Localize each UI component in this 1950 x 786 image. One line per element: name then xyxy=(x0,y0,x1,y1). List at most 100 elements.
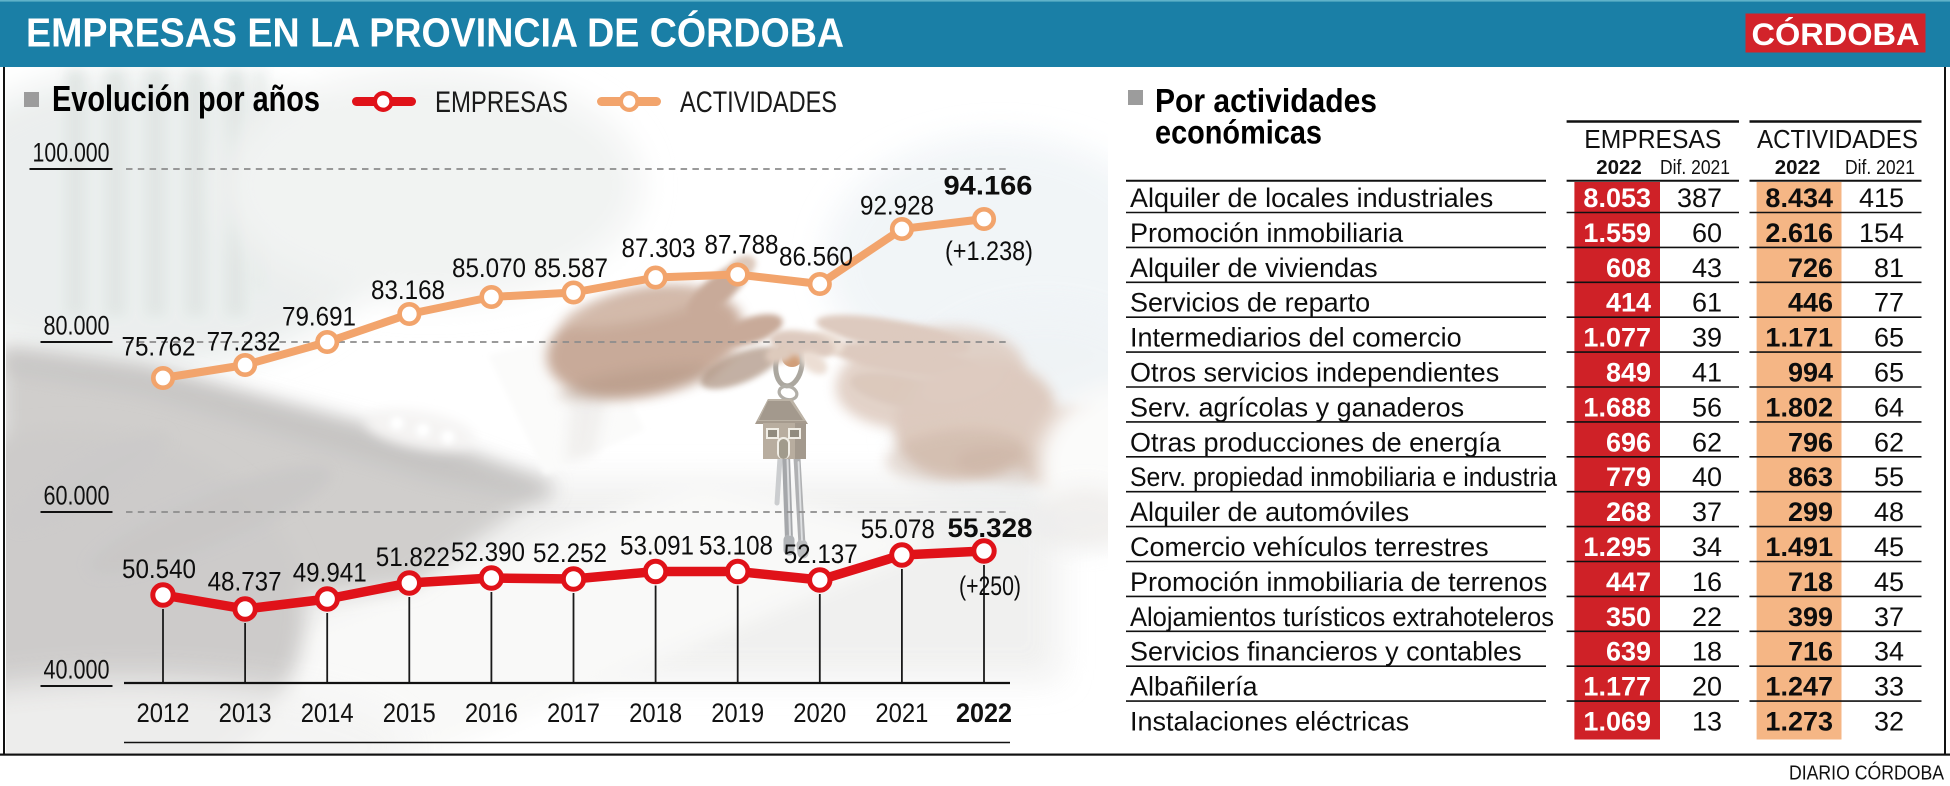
svg-text:EMPRESAS: EMPRESAS xyxy=(435,86,568,119)
svg-text:55.078: 55.078 xyxy=(861,514,935,544)
svg-text:2021: 2021 xyxy=(875,698,928,728)
svg-text:ACTIVIDADES: ACTIVIDADES xyxy=(680,86,837,119)
svg-text:83.168: 83.168 xyxy=(371,275,445,305)
svg-text:34: 34 xyxy=(1874,637,1904,667)
svg-text:18: 18 xyxy=(1692,637,1722,667)
svg-text:43: 43 xyxy=(1692,253,1722,283)
svg-text:64: 64 xyxy=(1874,392,1904,422)
svg-text:22: 22 xyxy=(1692,602,1722,632)
svg-text:56: 56 xyxy=(1692,392,1722,422)
svg-text:85.587: 85.587 xyxy=(534,253,608,283)
svg-text:37: 37 xyxy=(1692,497,1722,527)
svg-text:Alojamientos turísticos extrah: Alojamientos turísticos extrahoteleros xyxy=(1130,602,1554,632)
svg-text:716: 716 xyxy=(1788,637,1833,667)
svg-text:49.941: 49.941 xyxy=(293,557,367,587)
svg-text:34: 34 xyxy=(1692,532,1722,562)
svg-text:39: 39 xyxy=(1692,323,1722,353)
svg-text:Serv. propiedad inmobiliaria e: Serv. propiedad inmobiliaria e industria xyxy=(1130,462,1558,492)
svg-text:52.252: 52.252 xyxy=(533,538,607,568)
svg-text:Intermediarios del comercio: Intermediarios del comercio xyxy=(1130,323,1462,353)
svg-text:53.091: 53.091 xyxy=(620,531,694,561)
svg-text:55: 55 xyxy=(1874,462,1904,492)
svg-text:2022: 2022 xyxy=(1596,156,1642,179)
svg-text:1.802: 1.802 xyxy=(1765,392,1833,422)
svg-text:2014: 2014 xyxy=(301,698,354,728)
svg-text:796: 796 xyxy=(1788,427,1833,457)
svg-text:100.000: 100.000 xyxy=(33,138,110,168)
svg-text:77.232: 77.232 xyxy=(207,326,281,356)
svg-text:Por actividades: Por actividades xyxy=(1155,82,1377,119)
svg-text:154: 154 xyxy=(1859,218,1904,248)
svg-text:446: 446 xyxy=(1788,288,1833,318)
svg-text:40.000: 40.000 xyxy=(44,655,110,685)
svg-text:50.540: 50.540 xyxy=(122,554,196,584)
svg-text:414: 414 xyxy=(1606,288,1651,318)
svg-text:92.928: 92.928 xyxy=(860,191,934,221)
svg-text:55.328: 55.328 xyxy=(948,513,1033,543)
svg-text:65: 65 xyxy=(1874,323,1904,353)
svg-text:1.688: 1.688 xyxy=(1583,392,1651,422)
svg-text:(+250): (+250) xyxy=(959,571,1021,601)
svg-text:económicas: económicas xyxy=(1155,114,1322,151)
svg-text:2012: 2012 xyxy=(137,698,190,728)
svg-text:Promoción inmobiliaria: Promoción inmobiliaria xyxy=(1130,218,1404,248)
svg-text:Otras producciones de energía: Otras producciones de energía xyxy=(1130,427,1502,457)
svg-text:447: 447 xyxy=(1606,567,1651,597)
svg-text:Alquiler de viviendas: Alquiler de viviendas xyxy=(1130,253,1378,283)
svg-text:51.822: 51.822 xyxy=(376,542,450,572)
svg-text:Servicios de reparto: Servicios de reparto xyxy=(1130,288,1370,318)
svg-text:1.077: 1.077 xyxy=(1583,323,1651,353)
svg-text:299: 299 xyxy=(1788,497,1833,527)
svg-text:62: 62 xyxy=(1874,427,1904,457)
svg-text:65: 65 xyxy=(1874,358,1904,388)
svg-text:Serv. agrícolas y ganaderos: Serv. agrícolas y ganaderos xyxy=(1130,392,1464,422)
svg-text:52.137: 52.137 xyxy=(784,539,858,569)
svg-text:2020: 2020 xyxy=(793,698,846,728)
svg-text:1.247: 1.247 xyxy=(1765,672,1833,702)
svg-text:1.491: 1.491 xyxy=(1765,532,1833,562)
svg-text:48.737: 48.737 xyxy=(208,567,282,597)
svg-text:779: 779 xyxy=(1606,462,1651,492)
svg-text:94.166: 94.166 xyxy=(944,171,1033,201)
svg-text:(+1.238): (+1.238) xyxy=(945,236,1033,266)
svg-text:994: 994 xyxy=(1788,358,1833,388)
svg-text:1.069: 1.069 xyxy=(1583,707,1651,737)
svg-text:1.295: 1.295 xyxy=(1583,532,1651,562)
svg-text:Dif. 2021: Dif. 2021 xyxy=(1845,156,1915,179)
svg-text:Alquiler de automóviles: Alquiler de automóviles xyxy=(1130,497,1409,527)
svg-text:2.616: 2.616 xyxy=(1765,218,1833,248)
svg-text:268: 268 xyxy=(1606,497,1651,527)
svg-text:EMPRESAS: EMPRESAS xyxy=(1584,124,1721,154)
svg-text:48: 48 xyxy=(1874,497,1904,527)
svg-text:33: 33 xyxy=(1874,672,1904,702)
svg-text:45: 45 xyxy=(1874,532,1904,562)
svg-text:75.762: 75.762 xyxy=(122,331,196,361)
svg-text:2015: 2015 xyxy=(383,698,436,728)
svg-text:608: 608 xyxy=(1606,253,1651,283)
svg-text:16: 16 xyxy=(1692,567,1722,597)
svg-text:81: 81 xyxy=(1874,253,1904,283)
svg-text:87.303: 87.303 xyxy=(622,233,696,263)
svg-text:726: 726 xyxy=(1788,253,1833,283)
svg-text:2017: 2017 xyxy=(547,698,600,728)
svg-text:79.691: 79.691 xyxy=(282,302,356,332)
svg-text:2018: 2018 xyxy=(629,698,682,728)
svg-text:52.390: 52.390 xyxy=(451,537,525,567)
svg-text:60.000: 60.000 xyxy=(44,481,110,511)
svg-text:40: 40 xyxy=(1692,462,1722,492)
svg-text:60: 60 xyxy=(1692,218,1722,248)
svg-text:ACTIVIDADES: ACTIVIDADES xyxy=(1757,124,1918,154)
svg-text:86.560: 86.560 xyxy=(779,242,853,272)
svg-text:1.559: 1.559 xyxy=(1583,218,1651,248)
svg-text:Albañilería: Albañilería xyxy=(1130,672,1259,702)
svg-text:45: 45 xyxy=(1874,567,1904,597)
svg-text:2016: 2016 xyxy=(465,698,518,728)
svg-text:Instalaciones eléctricas: Instalaciones eléctricas xyxy=(1130,707,1409,737)
svg-text:DIARIO CÓRDOBA: DIARIO CÓRDOBA xyxy=(1789,762,1945,782)
svg-text:87.788: 87.788 xyxy=(705,230,779,260)
svg-text:Comercio vehículos terrestres: Comercio vehículos terrestres xyxy=(1130,532,1489,562)
svg-text:8.434: 8.434 xyxy=(1765,183,1833,213)
svg-text:863: 863 xyxy=(1788,462,1833,492)
svg-text:399: 399 xyxy=(1788,602,1833,632)
svg-text:EMPRESAS EN LA PROVINCIA DE CÓ: EMPRESAS EN LA PROVINCIA DE CÓRDOBA xyxy=(26,10,844,56)
